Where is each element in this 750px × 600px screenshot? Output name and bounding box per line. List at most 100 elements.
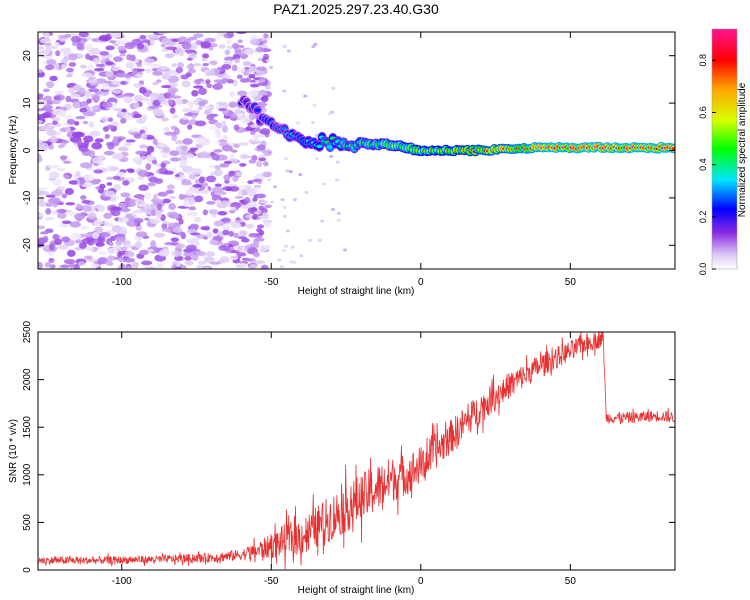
- noise-blob: [248, 74, 256, 79]
- noise-blob: [221, 145, 234, 152]
- noise-blob: [105, 176, 114, 181]
- noise-blob: [156, 262, 164, 269]
- noise-blob: [327, 112, 332, 116]
- noise-blob: [38, 154, 42, 162]
- noise-blob: [258, 245, 269, 252]
- noise-blob: [165, 189, 175, 194]
- noise-blob: [38, 189, 45, 196]
- noise-blob: [120, 246, 128, 251]
- noise-blob: [168, 203, 176, 211]
- noise-blob: [188, 173, 197, 180]
- noise-blob: [248, 159, 257, 164]
- noise-blob: [124, 266, 133, 269]
- noise-blob: [66, 118, 76, 125]
- noise-blob: [90, 263, 100, 269]
- noise-blob: [180, 74, 189, 80]
- noise-blob: [239, 162, 247, 167]
- noise-blob: [71, 41, 78, 47]
- noise-blob: [195, 251, 207, 256]
- noise-blob: [38, 187, 48, 191]
- noise-blob: [102, 221, 109, 226]
- noise-blob: [46, 58, 57, 66]
- noise-blob: [206, 83, 213, 89]
- noise-blob: [177, 36, 188, 44]
- snr-y-label: SNR (10 * v/v): [8, 419, 19, 483]
- snr-x-ticks: -100 -50 0 50: [112, 332, 576, 587]
- noise-blob: [252, 240, 260, 248]
- y-tick-label: -10: [22, 190, 33, 205]
- noise-blob: [95, 63, 105, 67]
- noise-blob: [49, 135, 58, 143]
- noise-blob: [228, 110, 234, 115]
- noise-blob: [235, 219, 243, 224]
- noise-blob: [93, 67, 105, 72]
- noise-blob: [209, 69, 215, 76]
- noise-blob: [78, 242, 87, 249]
- noise-blob: [220, 218, 230, 222]
- noise-blob: [120, 81, 126, 85]
- noise-blob: [166, 184, 175, 190]
- noise-blob: [256, 144, 266, 151]
- snr-x-label: Height of straight line (km): [298, 585, 415, 596]
- noise-blob: [104, 190, 116, 197]
- noise-blob: [132, 157, 144, 164]
- noise-blob: [267, 151, 272, 155]
- noise-blob: [282, 205, 287, 209]
- noise-blob: [240, 116, 251, 124]
- noise-blob: [191, 254, 199, 261]
- noise-blob: [48, 257, 55, 264]
- noise-blob: [133, 217, 144, 224]
- noise-blob: [244, 48, 256, 56]
- noise-blob: [115, 240, 123, 246]
- noise-blob: [164, 53, 175, 59]
- noise-blob: [136, 62, 143, 68]
- noise-blob: [163, 131, 175, 136]
- noise-blob: [189, 147, 199, 151]
- colorbar-ticks: 0.0 0.2 0.4 0.6 0.8: [698, 54, 716, 275]
- noise-blob: [288, 170, 293, 174]
- noise-blob: [146, 100, 153, 107]
- noise-blob: [45, 208, 52, 215]
- noise-blob: [81, 199, 91, 204]
- noise-blob: [170, 213, 179, 219]
- noise-blob: [246, 188, 257, 196]
- noise-blob: [249, 140, 261, 145]
- noise-blob: [64, 188, 74, 195]
- noise-blob: [133, 94, 144, 102]
- noise-blob: [99, 183, 106, 189]
- noise-blob: [57, 144, 65, 149]
- noise-blob: [64, 33, 72, 38]
- noise-blob: [169, 150, 180, 156]
- noise-blob: [65, 95, 72, 103]
- noise-blob: [141, 260, 153, 266]
- noise-blob: [233, 124, 240, 131]
- noise-blob: [42, 104, 54, 111]
- noise-blob: [292, 260, 297, 264]
- noise-blob: [133, 83, 144, 88]
- noise-blob: [157, 142, 167, 148]
- noise-blob: [63, 258, 76, 265]
- noise-blob: [254, 186, 261, 193]
- noise-blob: [264, 204, 273, 209]
- noise-blob: [38, 114, 49, 119]
- y-tick-label: 0: [22, 147, 33, 153]
- noise-blob: [245, 223, 255, 229]
- noise-blob: [212, 83, 223, 90]
- noise-blob: [157, 32, 170, 35]
- noise-blob: [343, 248, 348, 252]
- noise-blob: [226, 45, 233, 50]
- noise-blob: [186, 57, 193, 61]
- noise-blob: [54, 90, 65, 95]
- noise-blob: [79, 177, 85, 186]
- noise-blob: [211, 153, 220, 161]
- noise-blob: [298, 173, 303, 177]
- noise-blob: [282, 44, 287, 48]
- noise-blob: [248, 112, 256, 121]
- noise-blob: [211, 194, 222, 202]
- noise-blob: [231, 42, 240, 50]
- noise-blob: [224, 222, 230, 229]
- noise-blob: [69, 221, 82, 228]
- noise-blob: [152, 99, 161, 107]
- noise-blob: [205, 251, 216, 257]
- y-tick-label: 10: [22, 97, 33, 109]
